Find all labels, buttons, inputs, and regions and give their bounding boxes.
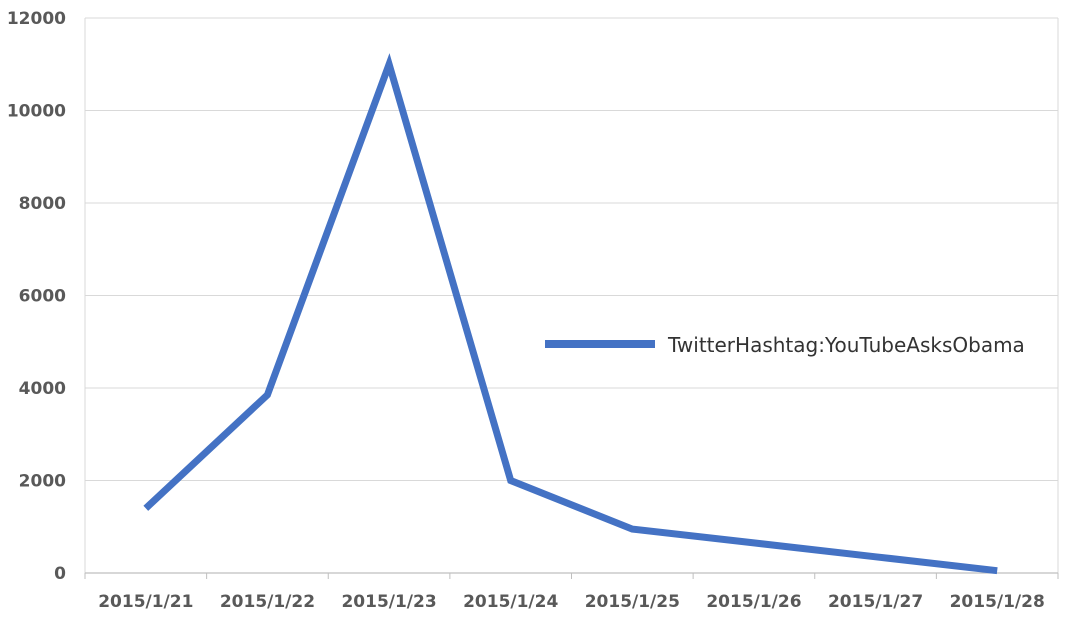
x-tick-label-2015/1/22: 2015/1/22: [220, 592, 315, 612]
axes: [84, 18, 1059, 579]
legend-label: TwitterHashtag:YouTubeAsksObama: [667, 333, 1025, 357]
y-axis-tick-labels: 0 2000 4000 6000 8000 10000 12000: [7, 9, 66, 584]
y-tick-label-4000: 4000: [19, 379, 66, 399]
x-tick-label-2015/1/23: 2015/1/23: [341, 592, 436, 612]
x-tick-label-2015/1/25: 2015/1/25: [585, 592, 680, 612]
y-tick-label-2000: 2000: [19, 472, 66, 492]
x-tick-label-2015/1/27: 2015/1/27: [828, 592, 923, 612]
legend: TwitterHashtag:YouTubeAsksObama: [545, 333, 1025, 357]
x-tick-label-2015/1/24: 2015/1/24: [463, 592, 558, 612]
y-tick-label-0: 0: [54, 564, 66, 584]
x-axis-tick-labels: 2015/1/21 2015/1/22 2015/1/23 2015/1/24 2015…: [98, 592, 1045, 612]
y-tick-label-8000: 8000: [19, 194, 66, 214]
gridlines: [85, 17, 1058, 481]
x-tick-label-2015/1/28: 2015/1/28: [950, 592, 1045, 612]
y-tick-label-12000: 12000: [7, 9, 66, 29]
y-tick-label-6000: 6000: [19, 287, 66, 307]
y-tick-label-10000: 10000: [7, 102, 66, 122]
x-tick-label-2015/1/26: 2015/1/26: [706, 592, 801, 612]
series-lines: [143, 53, 998, 575]
series-line-0: [143, 53, 998, 575]
x-tick-label-2015/1/21: 2015/1/21: [98, 592, 193, 612]
